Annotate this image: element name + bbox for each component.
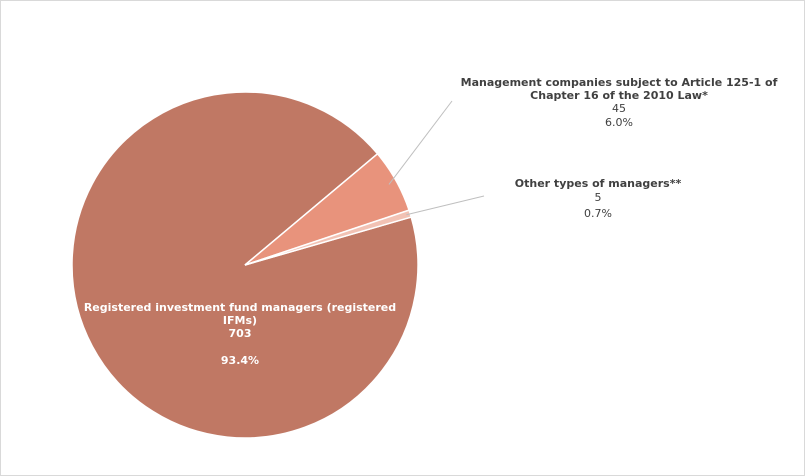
registered-ifms-count: 703 [229, 327, 252, 340]
registered-ifms-percent: 93.4% [221, 354, 259, 367]
other-managers-label: Other types of managers** [515, 177, 682, 190]
management-companies-percent: 6.0% [605, 116, 633, 129]
management-companies-label-line-1: Management companies subject to Article … [461, 76, 778, 89]
registered-ifms-label-line-2: IFMs) [223, 314, 257, 327]
management-companies-label-line-2: Chapter 16 of the 2010 Law* [530, 89, 708, 102]
other-managers-percent: 0.7% [584, 207, 612, 220]
management-companies-leader-line [388, 100, 453, 185]
registered-ifms-label-line-1: Registered investment fund managers (reg… [84, 301, 396, 314]
management-companies-count: 45 [612, 102, 626, 115]
other-managers-leader-line [406, 195, 485, 216]
other-managers-count: 5 [595, 191, 602, 204]
